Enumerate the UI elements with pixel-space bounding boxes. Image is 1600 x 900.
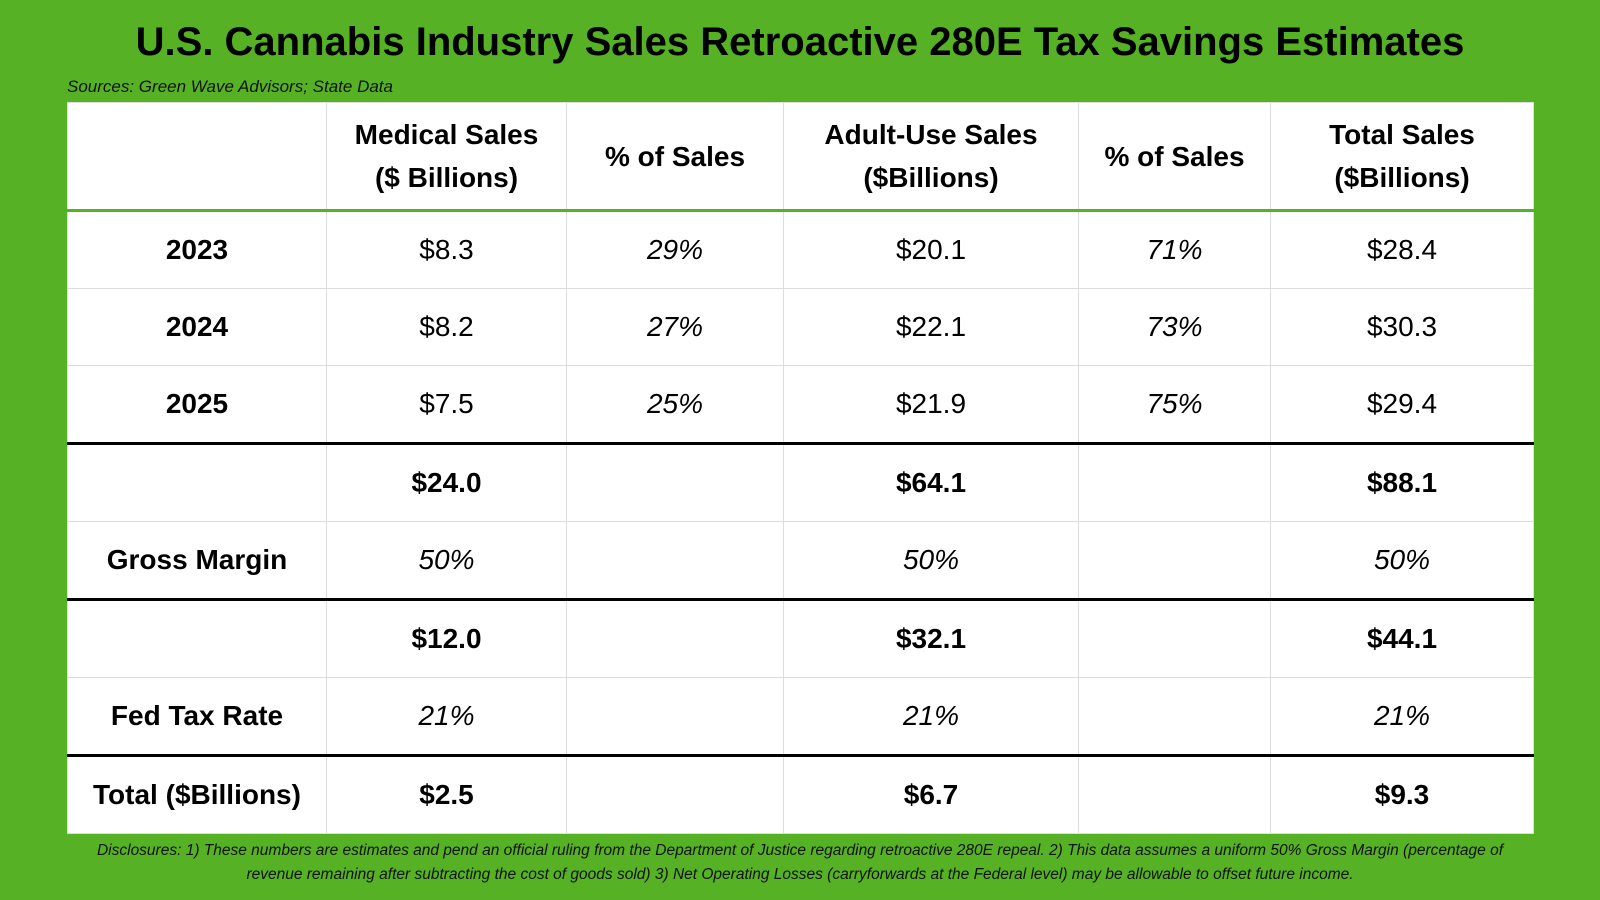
table-cell: $20.1 xyxy=(783,210,1079,289)
table-row: 2023 $8.3 29% $20.1 71% $28.4 xyxy=(67,210,1534,289)
table-cell: $30.3 xyxy=(1270,288,1534,366)
table-cell: 75% xyxy=(1078,365,1271,444)
table-cell xyxy=(566,754,784,834)
table-row: $12.0 $32.1 $44.1 xyxy=(67,598,1534,678)
table-cell xyxy=(566,677,784,756)
table-row: Total ($Billions) $2.5 $6.7 $9.3 xyxy=(67,754,1534,834)
table-cell: $32.1 xyxy=(783,598,1079,678)
table-cell: $22.1 xyxy=(783,288,1079,366)
table-cell: $8.2 xyxy=(326,288,567,366)
header-line: Total Sales xyxy=(1329,119,1475,150)
table-cell: 71% xyxy=(1078,210,1271,289)
table-cell xyxy=(566,442,784,522)
header-cell: Adult-Use Sales ($Billions) xyxy=(783,102,1079,212)
table-cell: $7.5 xyxy=(326,365,567,444)
table-row: $24.0 $64.1 $88.1 xyxy=(67,442,1534,522)
header-line: ($Billions) xyxy=(1334,162,1470,193)
table-cell: $64.1 xyxy=(783,442,1079,522)
table-row: Gross Margin 50% 50% 50% xyxy=(67,521,1534,600)
table-cell xyxy=(566,598,784,678)
table-cell: 27% xyxy=(566,288,784,366)
table-row: 2025 $7.5 25% $21.9 75% $29.4 xyxy=(67,365,1534,444)
table-cell: $24.0 xyxy=(326,442,567,522)
table-row: Fed Tax Rate 21% 21% 21% xyxy=(67,677,1534,756)
header-cell: Medical Sales ($ Billions) xyxy=(326,102,567,212)
header-line: Adult-Use Sales xyxy=(824,119,1038,150)
table-row: 2024 $8.2 27% $22.1 73% $30.3 xyxy=(67,288,1534,366)
table-cell xyxy=(1078,442,1271,522)
table-cell: $6.7 xyxy=(783,754,1079,834)
table-cell xyxy=(566,521,784,600)
table-cell: 29% xyxy=(566,210,784,289)
title: U.S. Cannabis Industry Sales Retroactive… xyxy=(135,20,1465,64)
source: Sources: Green Wave Advisors; State Data xyxy=(67,77,393,96)
header-cell xyxy=(67,102,327,212)
header-line: ($ Billions) xyxy=(374,162,519,193)
table-cell: 50% xyxy=(783,521,1079,600)
table-cell: 21% xyxy=(326,677,567,756)
row-label: Fed Tax Rate xyxy=(67,677,327,756)
table-cell: $44.1 xyxy=(1270,598,1534,678)
header-line: Medical Sales xyxy=(354,119,539,150)
header-line: ($Billions) xyxy=(863,162,999,193)
table-cell xyxy=(1078,754,1271,834)
table-cell xyxy=(1078,598,1271,678)
table-cell xyxy=(1078,677,1271,756)
table-cell: $9.3 xyxy=(1270,754,1534,834)
header-line: % of Sales xyxy=(604,140,746,172)
row-label: 2025 xyxy=(67,365,327,444)
header-row: Medical Sales ($ Billions) % of Sales Adult… xyxy=(67,102,1534,212)
table-cell: $8.3 xyxy=(326,210,567,289)
row-label xyxy=(67,598,327,678)
table-cell: 21% xyxy=(1270,677,1534,756)
row-label: 2023 xyxy=(67,210,327,289)
table-cell: $12.0 xyxy=(326,598,567,678)
table-cell: $88.1 xyxy=(1270,442,1534,522)
disclosure: Disclosures: 1) These numbers are estima… xyxy=(96,842,1503,883)
table-cell: $21.9 xyxy=(783,365,1079,444)
row-label: Gross Margin xyxy=(67,521,327,600)
table-cell: 50% xyxy=(326,521,567,600)
header-cell: % of Sales xyxy=(1078,102,1271,212)
row-label: 2024 xyxy=(67,288,327,366)
table-cell: 73% xyxy=(1078,288,1271,366)
header-line: % of Sales xyxy=(1104,140,1245,172)
table-cell: $2.5 xyxy=(326,754,567,834)
table-cell: 21% xyxy=(783,677,1079,756)
table-cell: 25% xyxy=(566,365,784,444)
table: Medical Sales ($ Billions) % of Sales Adult… xyxy=(67,102,1534,834)
header-cell: Total Sales ($Billions) xyxy=(1270,102,1534,212)
table-cell: 50% xyxy=(1270,521,1534,600)
row-label xyxy=(67,442,327,522)
header-cell: % of Sales xyxy=(566,102,784,212)
table-cell xyxy=(1078,521,1271,600)
table-cell: $29.4 xyxy=(1270,365,1534,444)
row-label: Total ($Billions) xyxy=(67,754,327,834)
table-cell: $28.4 xyxy=(1270,210,1534,289)
